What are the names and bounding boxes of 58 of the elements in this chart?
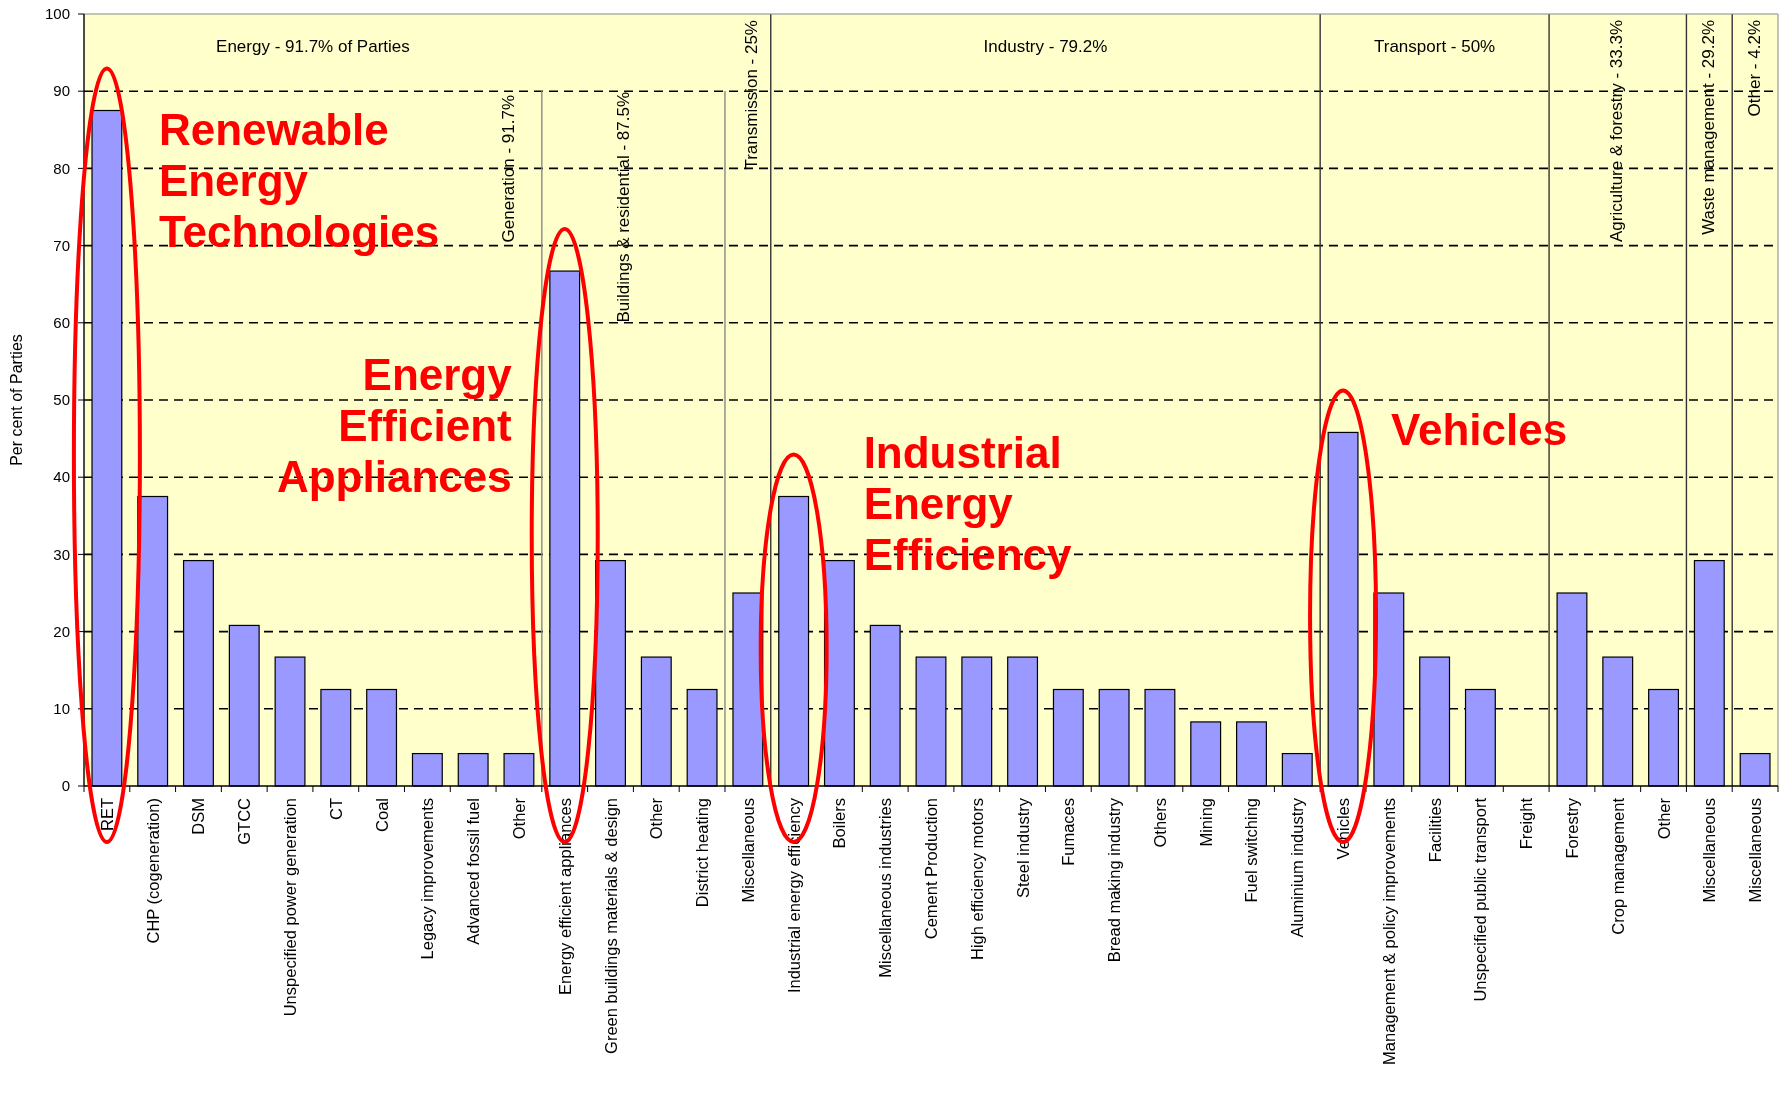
x-tick-label: Other (509, 797, 528, 840)
x-tick-label: Miscellaneous (738, 798, 757, 903)
x-tick-label: Other (647, 797, 666, 840)
x-tick-label: Boilers (830, 798, 849, 849)
y-tick-label: 100 (44, 5, 70, 23)
y-tick-label: 0 (61, 777, 70, 795)
x-tick-label: Aluminium industry (1288, 797, 1307, 938)
y-tick-label: 40 (53, 468, 70, 486)
x-tick-label: Industrial energy efficiency (784, 797, 803, 994)
x-tick-label: RET (97, 798, 116, 831)
x-tick-label: Other (1654, 797, 1673, 840)
annotation: Energy - 91.7% of Parties (216, 37, 410, 56)
x-tick-label: Mining (1196, 798, 1215, 847)
x-tick-label: GTCC (235, 797, 254, 845)
x-tick-label: Miscellaneous (1700, 798, 1719, 903)
x-tick-label: Coal (372, 798, 391, 832)
x-tick-label: Green buildings materials & design (601, 798, 620, 1054)
annotation: Buildings & residential - 87.5% (613, 92, 633, 323)
x-tick-label: Steel industry (1013, 797, 1032, 898)
y-tick-label: 20 (53, 622, 70, 640)
x-tick-label: Freight (1517, 797, 1536, 850)
y-tick-label: 80 (53, 159, 70, 177)
x-tick-label: Others (1150, 798, 1169, 848)
x-tick-label: Forestry (1562, 797, 1581, 859)
annotation: Renewable Energy Technologies (158, 105, 440, 256)
x-tick-label: Facilities (1425, 798, 1444, 863)
x-tick-label: CHP (cogeneration) (143, 798, 162, 944)
annotation: Other - 4.2% (1744, 20, 1764, 117)
x-tick-label: Unspecified public transport (1471, 797, 1490, 1002)
annotation: Agriculture & forestry - 33.3% (1607, 20, 1627, 243)
x-tick-label: Bread making industry (1105, 797, 1124, 963)
x-tick-label: Energy efficient appliances (555, 798, 574, 995)
x-tick-label: Legacy improvements (418, 798, 437, 960)
annotation: Waste management - 29.2% (1698, 20, 1718, 235)
y-tick-label: 30 (53, 545, 70, 563)
y-tick-label: 50 (53, 391, 70, 409)
x-tick-label: High efficiency motors (967, 798, 986, 961)
x-tick-label: Management & policy improvements (1379, 798, 1398, 1065)
x-tick-label: Crop management (1608, 797, 1627, 935)
annotation: Transmission - 25% (742, 20, 762, 170)
x-tick-label: District heating (693, 798, 712, 908)
annotation: Industry - 79.2% (983, 37, 1108, 56)
x-tick-label: Unspecified power generation (281, 798, 300, 1017)
x-tick-label: Advanced fossil fuel (464, 798, 483, 945)
x-tick-label: DSM (189, 798, 208, 835)
x-tick-label: CT (326, 798, 345, 820)
y-tick-label: 60 (53, 314, 70, 332)
x-tick-label: Miscellaneous industries (876, 798, 895, 978)
x-tick-label: Fumaces (1059, 798, 1078, 866)
y-tick-label: 90 (53, 82, 70, 100)
annotation: Generation - 91.7% (499, 95, 519, 243)
y-tick-label: 10 (53, 700, 70, 718)
annotation: Transport - 50% (1374, 37, 1496, 56)
x-tick-label: Miscellaneous (1746, 798, 1765, 903)
x-tick-label: Fuel switching (1242, 798, 1261, 903)
x-tick-label: Cement Production (922, 798, 940, 940)
y-axis-title: Per cent of Parties (8, 334, 25, 466)
y-tick-label: 70 (53, 236, 70, 254)
